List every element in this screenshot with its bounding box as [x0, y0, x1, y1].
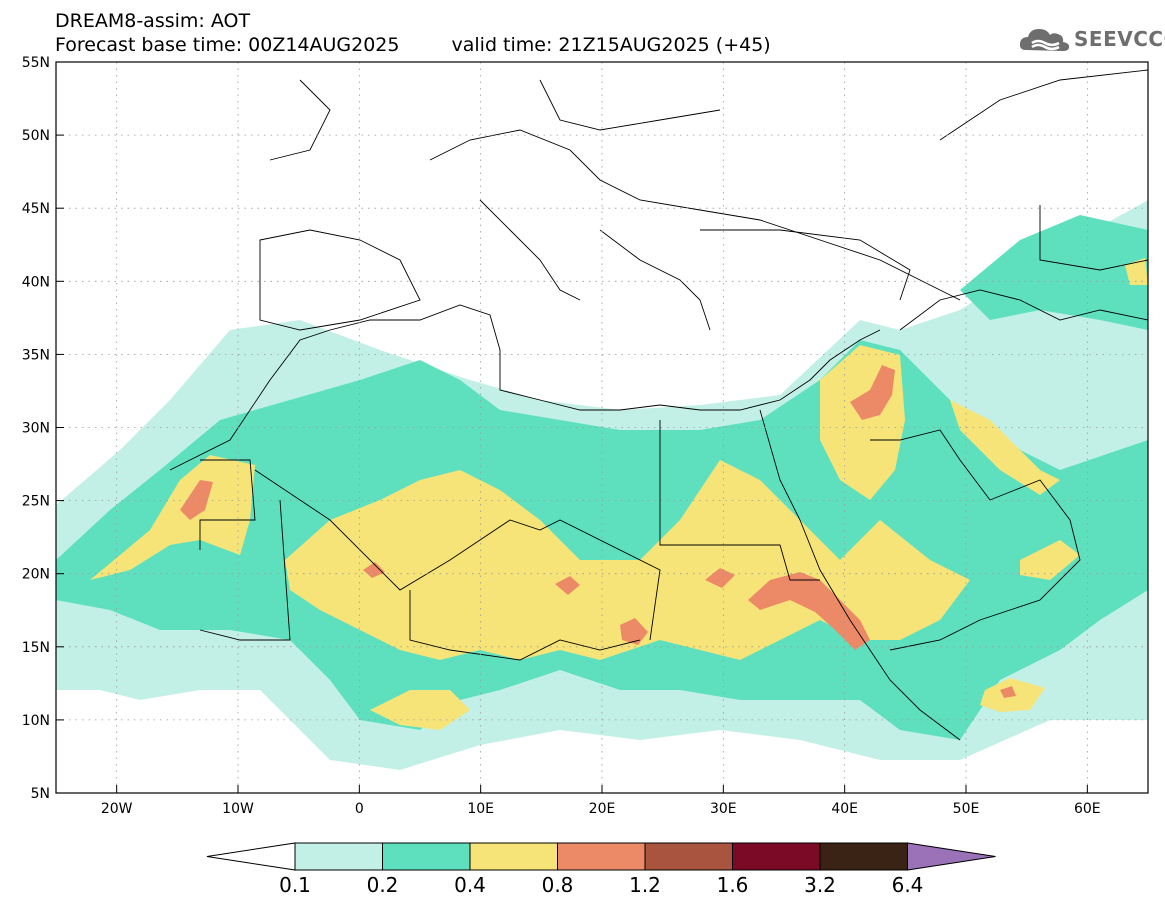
- colorbar-boxes: [206, 842, 996, 871]
- borders: [169, 69, 1148, 741]
- lat-tick-label: 10N: [22, 713, 50, 729]
- colorbar-box: [382, 842, 471, 871]
- lat-tick-label: 55N: [22, 55, 50, 71]
- colorbar-labels: 0.1 0.2 0.4 0.8 1.2 1.6 3.2 6.4: [279, 873, 923, 897]
- lon-tick-label: 20E: [589, 801, 616, 817]
- lon-tick-label: 60E: [1074, 801, 1101, 817]
- lon-tick-label: 0: [355, 801, 364, 817]
- map-title: DREAM8-assim: AOT: [55, 10, 251, 32]
- valid-time: valid time: 21Z15AUG2025 (+45): [451, 34, 771, 56]
- colorbar-label: 0.4: [454, 873, 486, 897]
- lat-tick-label: 20N: [22, 567, 50, 583]
- cloud-icon: [1019, 29, 1070, 51]
- lat-tick-label: 40N: [22, 274, 50, 290]
- lat-tick-label: 15N: [22, 640, 50, 656]
- lon-tick-label: 10E: [467, 801, 494, 817]
- colorbar-label: 0.2: [367, 873, 399, 897]
- lat-tick-label: 45N: [22, 201, 50, 217]
- seevccc-logo: SEEVCCC: [1018, 22, 1165, 56]
- colorbar-label: 0.8: [542, 873, 574, 897]
- colorbar-box: [819, 842, 908, 871]
- aot-band-0.4: [90, 258, 1148, 730]
- colorbar-high-arrow: [907, 842, 996, 871]
- lat-tick-label: 35N: [22, 347, 50, 363]
- grid-lines: [56, 62, 1148, 793]
- base-time: Forecast base time: 00Z14AUG2025: [55, 34, 400, 56]
- colorbar-box: [469, 842, 558, 871]
- colorbar-box: [644, 842, 733, 871]
- lon-tick-label: 30E: [710, 801, 737, 817]
- colorbar-box: [557, 842, 646, 871]
- aot-band-0.8: [180, 365, 1016, 698]
- colorbar-label: 1.6: [717, 873, 749, 897]
- colorbar-label: 3.2: [804, 873, 836, 897]
- lat-tick-label: 30N: [22, 421, 50, 437]
- colorbar-label: 1.2: [629, 873, 661, 897]
- colorbar-box: [732, 842, 821, 871]
- colorbar-box: [294, 842, 383, 871]
- lon-tick-label: 40E: [831, 801, 858, 817]
- lon-tick-label: 20W: [101, 801, 133, 817]
- lat-tick-label: 5N: [31, 786, 50, 802]
- logo-text: SEEVCCC: [1074, 27, 1165, 51]
- lon-ticks: 20W 10W 0 10E 20E 30E 40E 50E 60E: [101, 785, 1101, 817]
- lat-tick-label: 25N: [22, 494, 50, 510]
- colorbar-label: 6.4: [892, 873, 924, 897]
- colorbar-low-arrow: [206, 842, 296, 871]
- lon-tick-label: 50E: [953, 801, 980, 817]
- lat-tick-label: 50N: [22, 128, 50, 144]
- lat-ticks: 5N 10N 15N 20N 25N 30N 35N 40N 45N 50N 55N: [22, 55, 64, 802]
- lon-tick-label: 10W: [222, 801, 254, 817]
- colorbar-label: 0.1: [279, 873, 311, 897]
- time-info: Forecast base time: 00Z14AUG2025 valid ti…: [55, 34, 771, 56]
